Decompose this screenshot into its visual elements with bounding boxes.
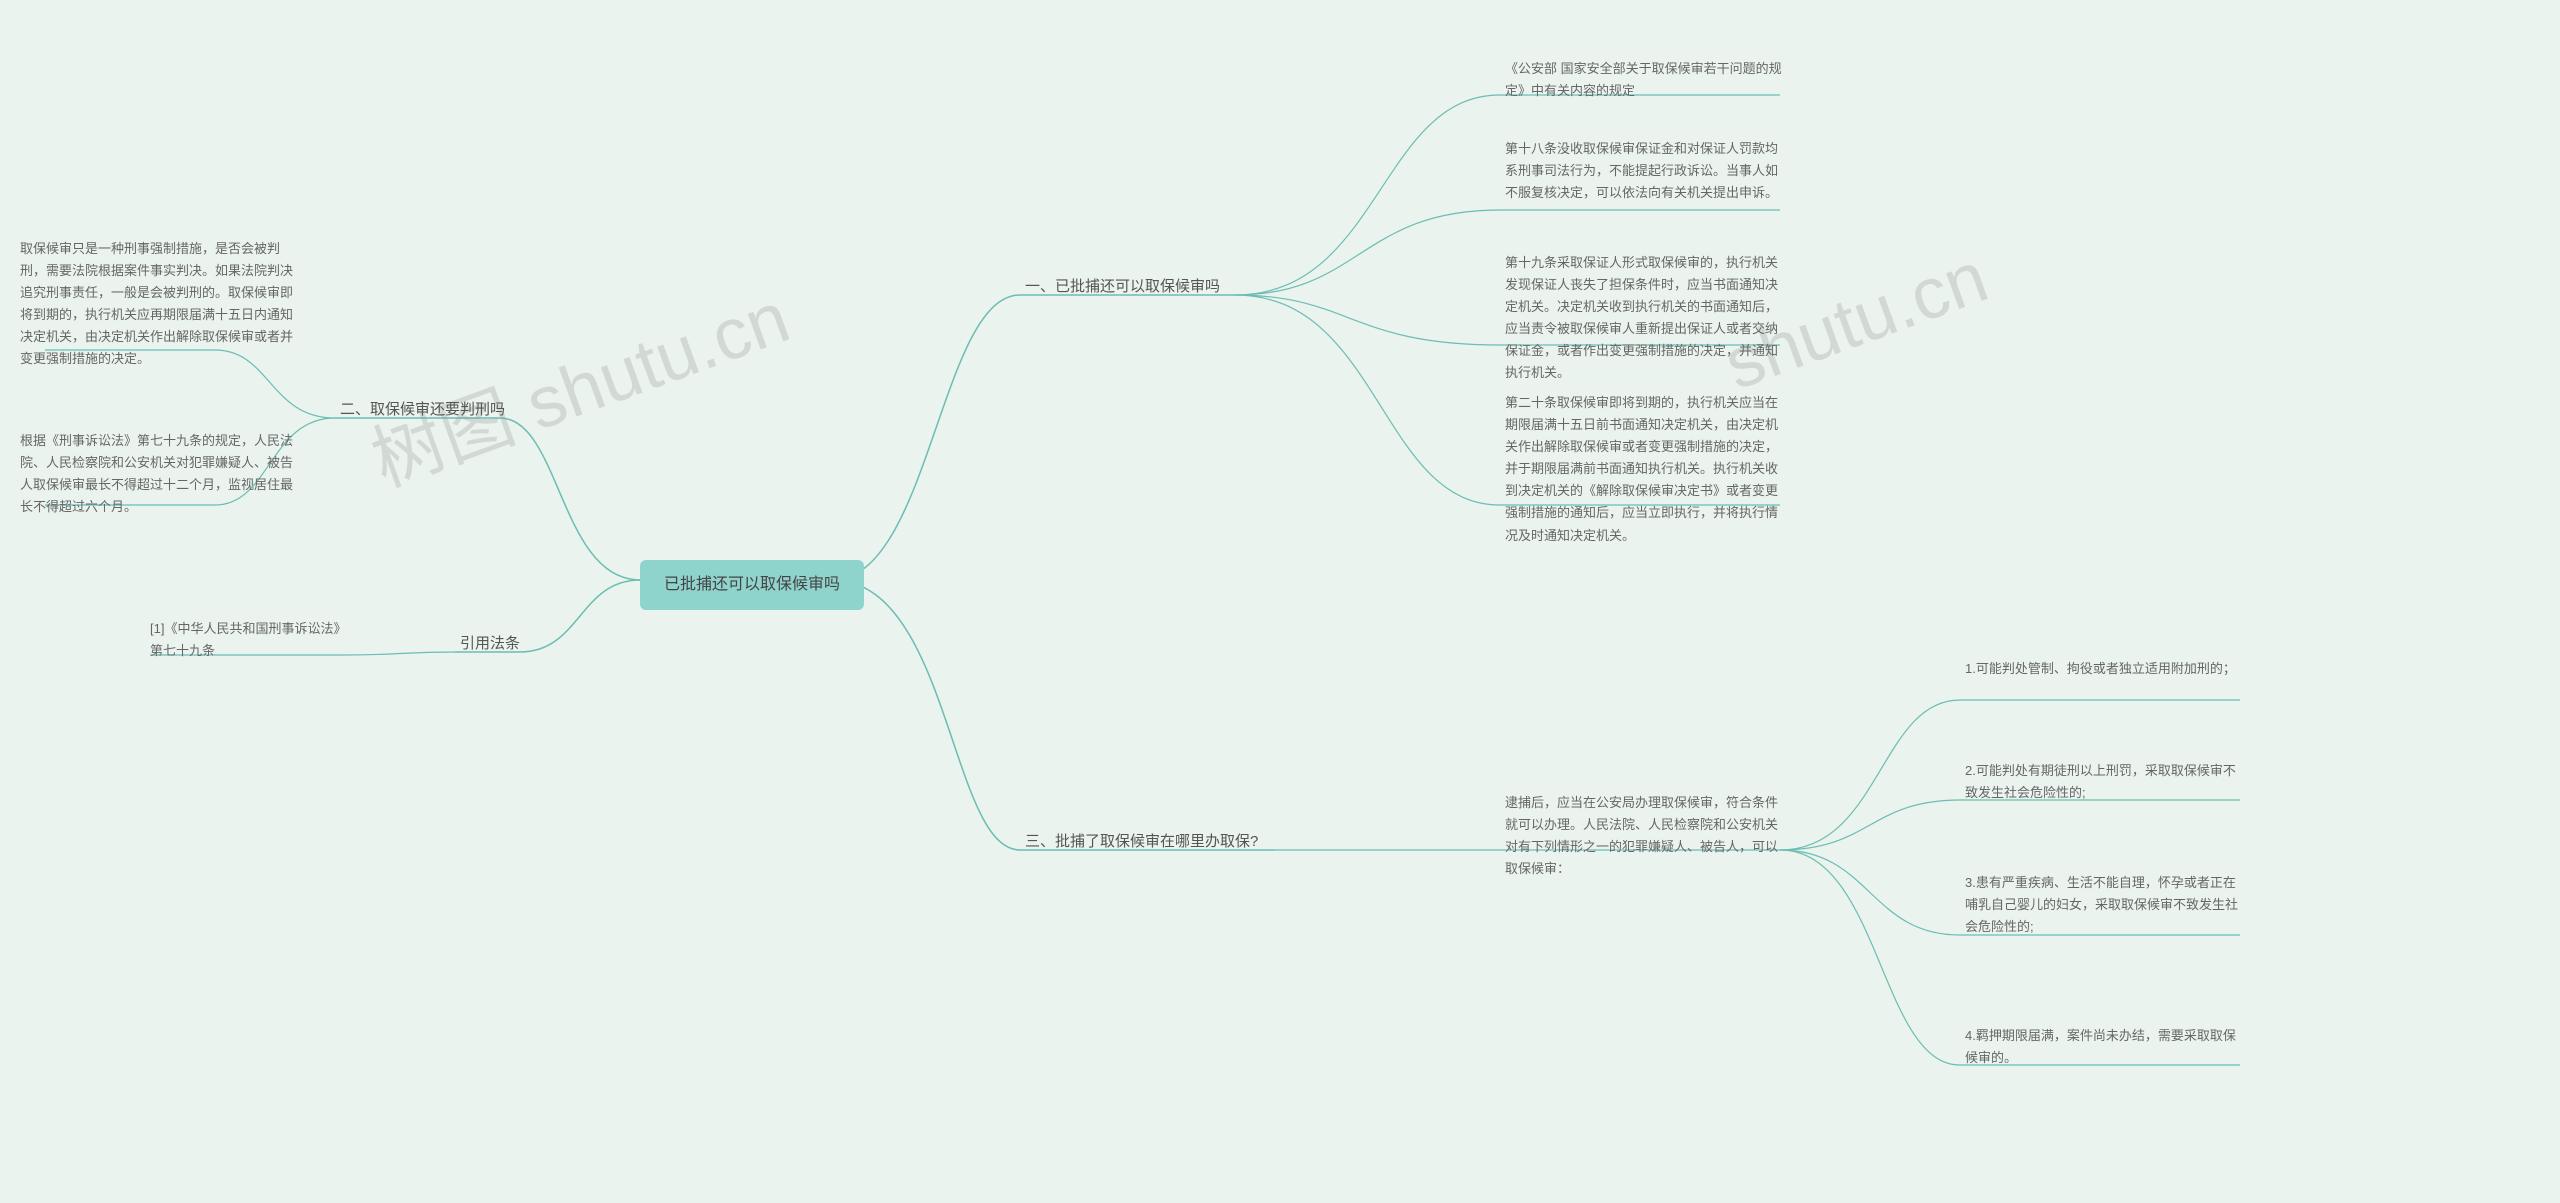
branch-1-leaf-2: 第十八条没收取保候审保证金和对保证人罚款均系刑事司法行为，不能提起行政诉讼。当事… bbox=[1505, 138, 1785, 204]
branch-2-leaf-2: 根据《刑事诉讼法》第七十九条的规定，人民法院、人民检察院和公安机关对犯罪嫌疑人、… bbox=[20, 430, 300, 518]
branch-ref[interactable]: 引用法条 bbox=[460, 632, 520, 656]
branch-3[interactable]: 三、批捕了取保候审在哪里办取保? bbox=[1025, 830, 1258, 854]
branch-1-leaf-4: 第二十条取保候审即将到期的，执行机关应当在期限届满十五日前书面通知决定机关，由决… bbox=[1505, 392, 1785, 547]
branch-2[interactable]: 二、取保候审还要判刑吗 bbox=[340, 398, 505, 422]
branch-3-leaf-4: 4.羁押期限届满，案件尚未办结，需要采取取保候审的。 bbox=[1965, 1025, 2245, 1069]
branch-3-leaf-1: 1.可能判处管制、拘役或者独立适用附加刑的； bbox=[1965, 658, 2245, 680]
root-node[interactable]: 已批捕还可以取保候审吗 bbox=[640, 560, 864, 610]
watermark-left: 树图 shutu.cn bbox=[355, 259, 801, 507]
branch-3-leaf-2: 2.可能判处有期徒刑以上刑罚，采取取保候审不致发生社会危险性的; bbox=[1965, 760, 2245, 804]
mindmap-canvas: 树图 shutu.cn shutu.cn 已批捕还可以取保候审吗 一、已批捕还可… bbox=[0, 0, 2560, 1203]
branch-1[interactable]: 一、已批捕还可以取保候审吗 bbox=[1025, 275, 1220, 299]
branch-3-leaf-3: 3.患有严重疾病、生活不能自理，怀孕或者正在哺乳自己婴儿的妇女，采取取保候审不致… bbox=[1965, 872, 2245, 938]
branch-2-leaf-1: 取保候审只是一种刑事强制措施，是否会被判刑，需要法院根据案件事实判决。如果法院判… bbox=[20, 238, 300, 371]
branch-ref-leaf-1: [1]《中华人民共和国刑事诉讼法》第七十九条 bbox=[150, 618, 350, 662]
branch-1-leaf-3: 第十九条采取保证人形式取保候审的，执行机关发现保证人丧失了担保条件时，应当书面通… bbox=[1505, 252, 1785, 385]
branch-3-intro: 逮捕后，应当在公安局办理取保候审，符合条件就可以办理。人民法院、人民检察院和公安… bbox=[1505, 792, 1785, 880]
branch-1-leaf-1: 《公安部 国家安全部关于取保候审若干问题的规定》中有关内容的规定 bbox=[1505, 58, 1785, 102]
